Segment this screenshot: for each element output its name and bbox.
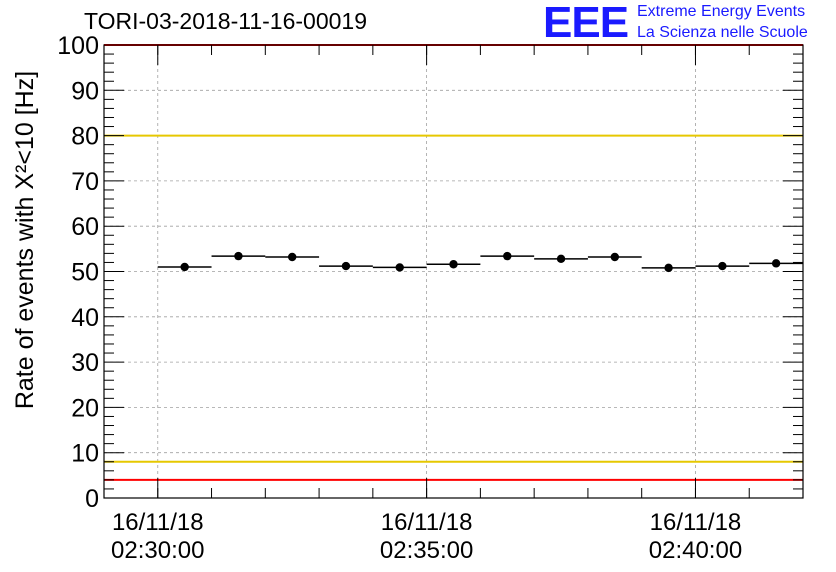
y-tick-label: 20 — [71, 394, 99, 422]
logo-line-2: La Scienza nelle Scuole — [637, 24, 808, 41]
y-tick-label: 90 — [71, 77, 99, 105]
data-point — [234, 251, 243, 261]
x-tick-time: 02:30:00 — [111, 537, 204, 564]
y-tick-label: 10 — [71, 440, 99, 468]
y-tick-label: 30 — [71, 349, 99, 377]
x-tick-time: 02:35:00 — [380, 537, 473, 564]
data-point — [610, 252, 620, 262]
axis-ticks — [103, 44, 804, 499]
data-point — [556, 254, 566, 264]
y-tick-label: 40 — [71, 304, 99, 332]
y-tick-label: 80 — [71, 123, 99, 151]
data-point — [664, 263, 673, 273]
data-point — [449, 260, 458, 269]
y-tick-label: 0 — [85, 485, 99, 513]
data-point — [718, 261, 727, 271]
logo-line-1: Extreme Energy Events — [637, 3, 806, 20]
axis-labels: 010203040506070809010016/11/1802:30:0016… — [57, 32, 742, 564]
y-axis-label: Rate of events with X²<10 [Hz] — [11, 71, 39, 409]
data-points — [157, 251, 803, 273]
chart-title: TORI-03-2018-11-16-00019 — [84, 8, 367, 34]
data-point — [287, 252, 297, 262]
y-tick-label: 50 — [71, 259, 99, 287]
eee-logo: EEE — [543, 0, 629, 47]
y-tick-label: 100 — [57, 32, 99, 60]
data-point — [341, 261, 351, 271]
x-tick-time: 02:40:00 — [649, 537, 742, 564]
x-tick-date: 16/11/18 — [650, 509, 742, 536]
x-tick-date: 16/11/18 — [112, 509, 204, 536]
grid-layer — [104, 45, 803, 498]
data-point — [395, 263, 404, 272]
y-tick-label: 60 — [71, 213, 99, 241]
data-point — [503, 251, 512, 261]
y-tick-label: 70 — [71, 168, 99, 196]
data-point — [771, 259, 781, 268]
x-tick-date: 16/11/18 — [381, 509, 473, 536]
data-point — [180, 262, 189, 272]
